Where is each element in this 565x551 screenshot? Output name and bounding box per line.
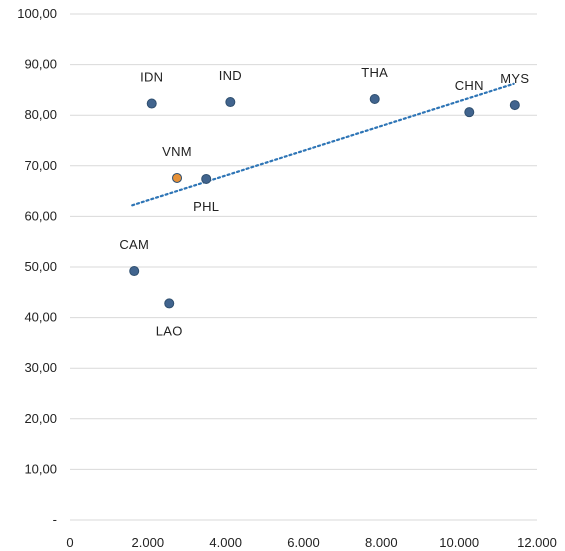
data-point: [146, 98, 157, 109]
y-tick-label: 30,00: [24, 360, 57, 375]
y-tick-label: 70,00: [24, 158, 57, 173]
data-point: [509, 100, 520, 111]
x-tick-label: 10.000: [439, 535, 479, 550]
y-tick-label: -: [53, 512, 57, 527]
x-tick-label: 12.000: [517, 535, 557, 550]
data-point: [129, 266, 140, 277]
y-tick-label: 10,00: [24, 461, 57, 476]
data-label: THA: [361, 65, 388, 80]
data-point: [172, 172, 183, 183]
data-points: [129, 94, 520, 309]
x-tick-label: 6.000: [287, 535, 320, 550]
y-tick-label: 60,00: [24, 208, 57, 223]
data-label: VNM: [162, 144, 192, 159]
data-label: CAM: [119, 237, 149, 252]
data-label: MYS: [500, 71, 529, 86]
x-tick-label: 0: [66, 535, 73, 550]
data-point: [464, 107, 475, 118]
data-label: CHN: [455, 78, 484, 93]
x-tick-label: 8.000: [365, 535, 398, 550]
gridlines: [70, 13, 537, 521]
point-labels: IDN IND THA CHN MYS VNM PHL CAM LAO: [119, 65, 529, 338]
y-tick-label: 80,00: [24, 107, 57, 122]
data-label: PHL: [193, 199, 219, 214]
trendline: [131, 82, 515, 207]
y-tick-label: 50,00: [24, 259, 57, 274]
y-tick-label: 100,00: [17, 6, 57, 21]
y-tick-label: 20,00: [24, 411, 57, 426]
x-axis-ticks: 0 2.000 4.000 6.000 8.000 10.000 12.000: [66, 535, 557, 550]
x-tick-label: 4.000: [209, 535, 242, 550]
data-point: [369, 94, 380, 105]
data-point: [164, 298, 175, 309]
y-tick-label: 90,00: [24, 57, 57, 72]
y-axis-ticks: - 10,00 20,00 30,00 40,00 50,00 60,00 70,00 80,0…: [17, 6, 57, 527]
data-point: [201, 173, 212, 184]
x-tick-label: 2.000: [132, 535, 165, 550]
y-tick-label: 40,00: [24, 310, 57, 325]
data-label: IND: [219, 68, 242, 83]
data-label: LAO: [156, 323, 183, 338]
data-point: [225, 97, 236, 108]
trendline-group: [131, 82, 515, 207]
data-label: IDN: [140, 70, 163, 85]
